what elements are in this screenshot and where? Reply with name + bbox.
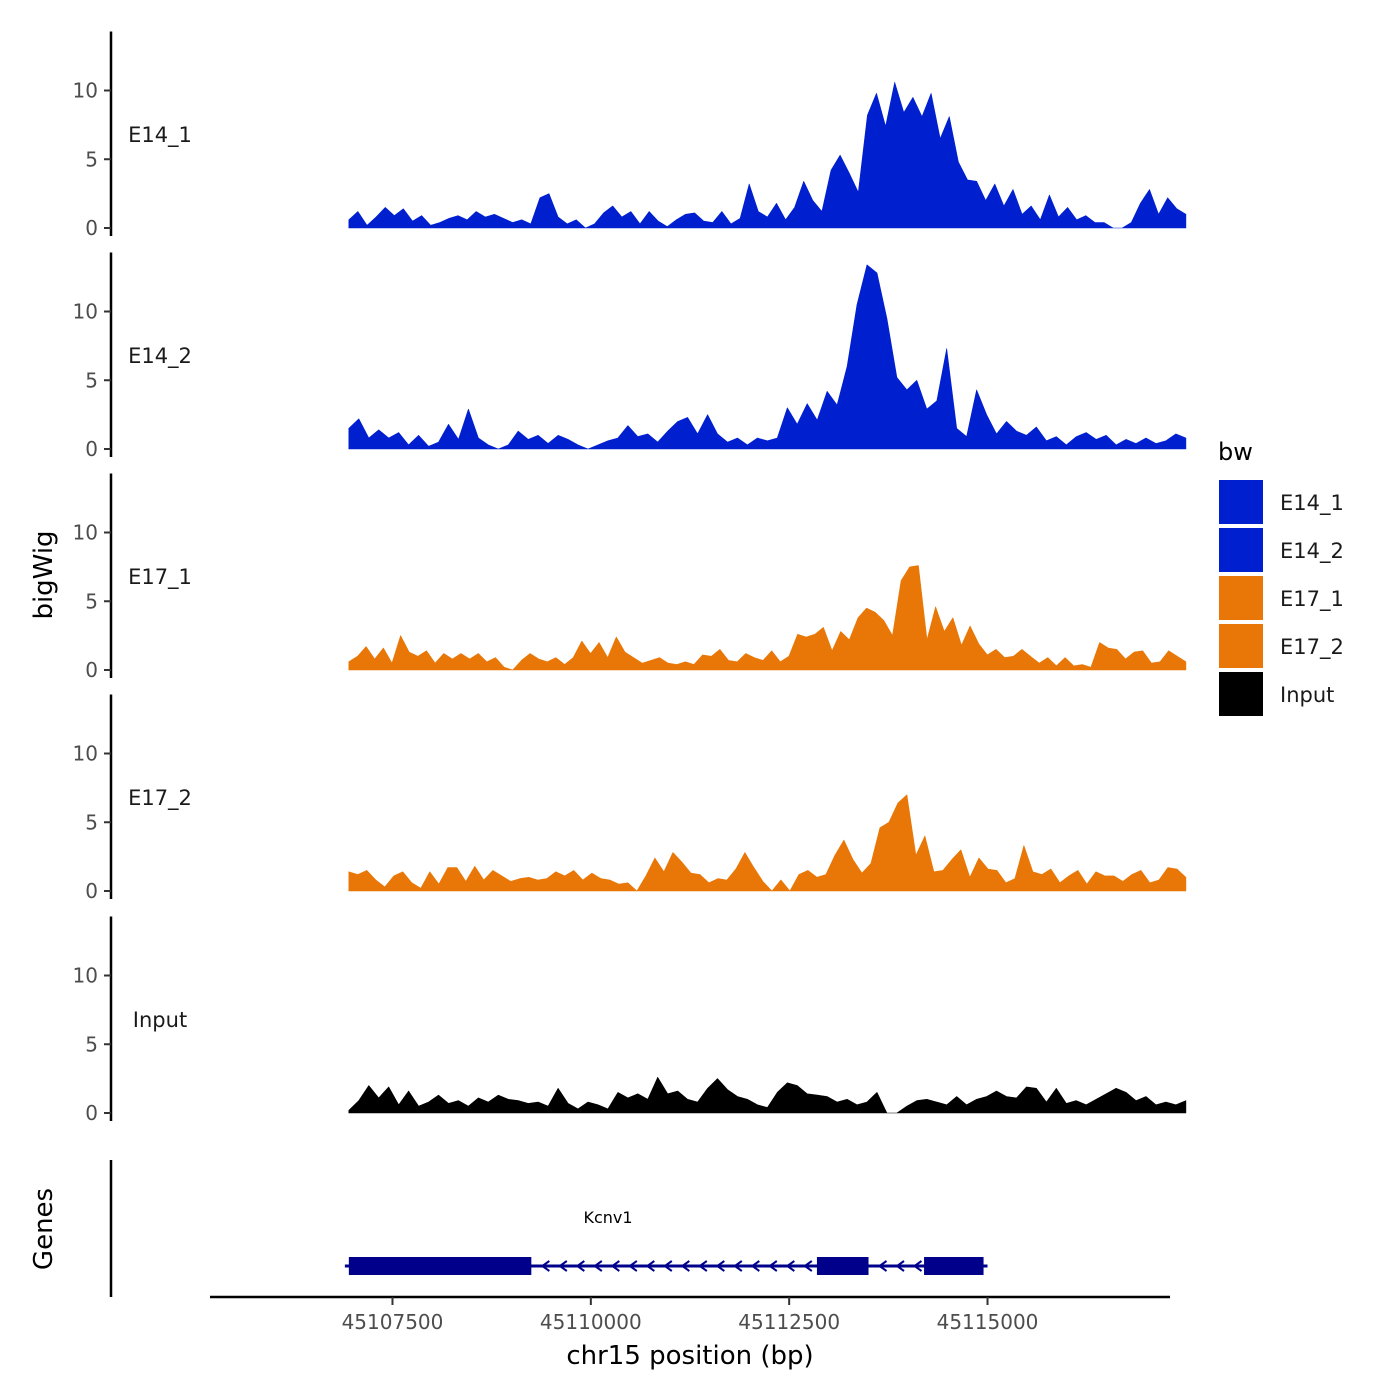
- strand-arrow: [803, 1260, 813, 1272]
- coverage-area: [348, 565, 1187, 671]
- legend-title: bw: [1218, 438, 1253, 466]
- y-tick-label: 10: [73, 521, 98, 545]
- legend: bw E14_1 E14_2 E17_1 E17_2 Input: [1218, 438, 1344, 716]
- track-input: 0 5 10 Input: [73, 916, 1187, 1125]
- strand-arrow: [895, 1260, 905, 1272]
- legend-label: E17_2: [1280, 635, 1344, 660]
- gene-exon: [348, 1257, 532, 1275]
- strand-arrow: [540, 1260, 550, 1272]
- track-label: E14_1: [128, 123, 192, 148]
- genes-track: Genes Kcnv1: [29, 1160, 988, 1297]
- y-tick-label: 0: [85, 879, 98, 903]
- x-tick-label: 45112500: [738, 1310, 840, 1334]
- y-tick-label: 0: [85, 437, 98, 461]
- coverage-area: [348, 82, 1187, 229]
- y-tick-label: 0: [85, 216, 98, 240]
- strand-arrow: [912, 1260, 923, 1272]
- genes-track-title: Genes: [29, 1188, 59, 1270]
- gene-exon: [924, 1257, 984, 1275]
- strand-arrow: [785, 1260, 795, 1272]
- legend-key-e14-1: [1219, 480, 1263, 524]
- x-tick-label: 45110000: [540, 1310, 642, 1334]
- legend-label: Input: [1280, 683, 1334, 707]
- y-tick-label: 10: [73, 964, 98, 988]
- y-tick-label: 0: [85, 1101, 98, 1125]
- x-tick-label: 45115000: [937, 1310, 1039, 1334]
- legend-key-e17-1: [1219, 576, 1263, 620]
- x-tick-label: 45107500: [342, 1310, 444, 1334]
- legend-label: E17_1: [1280, 587, 1344, 612]
- strand-arrow: [558, 1260, 568, 1272]
- x-axis-title: chr15 position (bp): [566, 1341, 813, 1371]
- coverage-area: [348, 794, 1187, 892]
- strand-arrow: [645, 1260, 655, 1272]
- strand-arrow: [877, 1260, 888, 1272]
- y-tick-label: 5: [85, 147, 98, 171]
- bigwig-tracks: 0 5 10 E14_1 0 5 10 E14_2 0 5 10 E17_1 0 5 10 E17_2 0 5 10…: [73, 31, 1187, 1125]
- legend-key-e14-2: [1219, 528, 1263, 572]
- track-label: E17_2: [128, 786, 192, 811]
- y-tick-label: 0: [85, 658, 98, 682]
- gene-exon: [816, 1257, 869, 1275]
- y-tick-label: 10: [73, 300, 98, 324]
- track-label: Input: [133, 1008, 187, 1032]
- track-label: E14_2: [128, 344, 192, 369]
- strand-arrow: [610, 1260, 620, 1272]
- strand-arrow: [750, 1260, 760, 1272]
- strand-arrow: [663, 1260, 673, 1272]
- y-tick-label: 10: [73, 79, 98, 103]
- coverage-area: [348, 1077, 1187, 1114]
- track-e17-1: 0 5 10 E17_1: [73, 473, 1187, 682]
- x-axis: 45107500 45110000 45112500 45115000: [210, 1295, 1170, 1334]
- y-tick-label: 5: [85, 810, 98, 834]
- track-label: E17_1: [128, 565, 192, 590]
- legend-label: E14_1: [1280, 491, 1344, 516]
- y-tick-label: 5: [85, 368, 98, 392]
- legend-key-input: [1219, 672, 1263, 716]
- y-tick-label: 10: [73, 742, 98, 766]
- coverage-area: [348, 264, 1187, 450]
- track-e17-2: 0 5 10 E17_2: [73, 694, 1187, 903]
- strand-arrow: [733, 1260, 743, 1272]
- legend-key-e17-2: [1219, 624, 1263, 668]
- strand-arrow: [593, 1260, 603, 1272]
- y-tick-label: 5: [85, 589, 98, 613]
- gene-name-label: Kcnv1: [583, 1208, 632, 1227]
- strand-arrow: [628, 1260, 638, 1272]
- track-e14-2: 0 5 10 E14_2: [73, 252, 1187, 461]
- strand-arrow: [768, 1260, 778, 1272]
- y-tick-label: 5: [85, 1032, 98, 1056]
- strand-arrow: [575, 1260, 585, 1272]
- legend-label: E14_2: [1280, 539, 1344, 564]
- track-e14-1: 0 5 10 E14_1: [73, 31, 1187, 240]
- strand-arrow: [698, 1260, 708, 1272]
- strand-arrow: [680, 1260, 690, 1272]
- strand-arrow: [715, 1260, 725, 1272]
- y-axis-title: bigWig: [29, 530, 59, 619]
